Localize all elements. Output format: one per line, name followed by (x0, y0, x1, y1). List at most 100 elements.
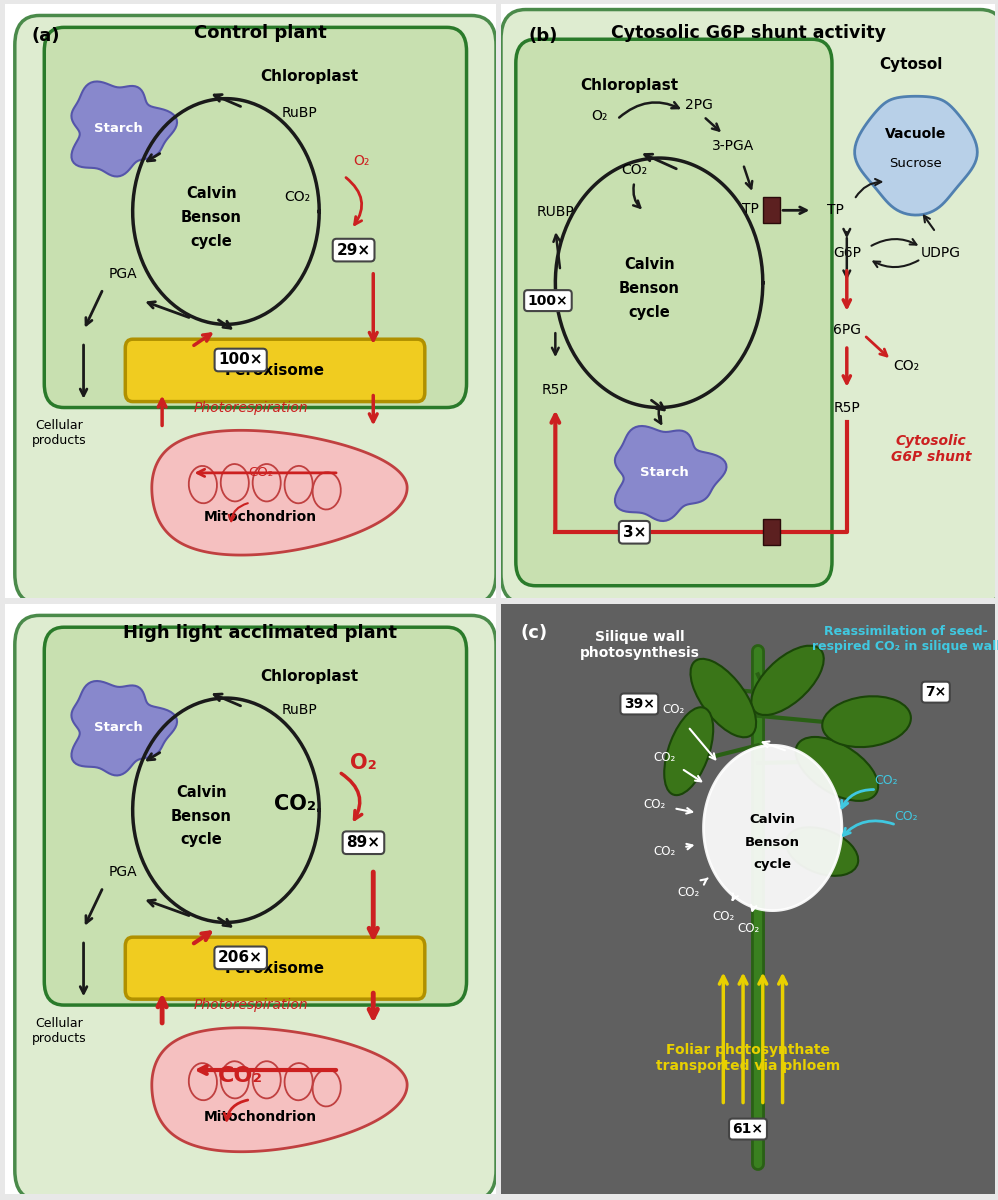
Text: CO₂: CO₂ (653, 845, 675, 858)
Text: CO₂: CO₂ (284, 190, 310, 204)
Text: Benson: Benson (181, 210, 242, 224)
Text: 2PG: 2PG (685, 97, 713, 112)
Text: (a): (a) (32, 28, 61, 46)
Text: Benson: Benson (746, 836, 800, 850)
Text: Calvin: Calvin (186, 186, 237, 202)
Text: CO₂: CO₂ (219, 1066, 263, 1086)
Text: CO₂: CO₂ (653, 751, 675, 763)
Text: 3-PGA: 3-PGA (712, 139, 754, 154)
Text: CO₂: CO₂ (893, 359, 919, 373)
Text: R5P: R5P (542, 383, 569, 397)
Text: High light acclimated plant: High light acclimated plant (124, 624, 397, 642)
Ellipse shape (751, 646, 823, 715)
FancyBboxPatch shape (15, 16, 496, 604)
Text: Starch: Starch (94, 122, 143, 134)
Text: CO₂: CO₂ (663, 703, 685, 716)
Polygon shape (854, 96, 977, 215)
FancyBboxPatch shape (126, 937, 425, 1000)
Polygon shape (72, 82, 177, 176)
Text: (b): (b) (528, 28, 558, 46)
Text: Mitochondrion: Mitochondrion (204, 510, 317, 524)
FancyBboxPatch shape (516, 40, 832, 586)
Text: Mitochondrion: Mitochondrion (204, 1110, 317, 1124)
FancyBboxPatch shape (44, 28, 466, 408)
Text: CO₂: CO₂ (894, 810, 918, 823)
Text: Vacuole: Vacuole (885, 127, 947, 142)
Text: Benson: Benson (619, 281, 680, 296)
Text: Sucrose: Sucrose (889, 157, 942, 170)
Text: Cytosolic G6P shunt activity: Cytosolic G6P shunt activity (611, 24, 885, 42)
Polygon shape (615, 426, 727, 521)
Text: CO₂: CO₂ (643, 798, 666, 811)
Text: Photorespiration: Photorespiration (194, 401, 307, 414)
FancyBboxPatch shape (486, 586, 998, 1200)
Text: RUBP: RUBP (537, 204, 574, 218)
Text: O₂: O₂ (350, 754, 377, 773)
Text: TP: TP (827, 203, 844, 217)
Text: 100×: 100× (528, 294, 568, 307)
Polygon shape (152, 1027, 407, 1152)
Text: O₂: O₂ (352, 154, 369, 168)
Ellipse shape (786, 827, 858, 876)
Text: PGA: PGA (109, 865, 137, 880)
Text: 206×: 206× (219, 950, 263, 965)
Text: Silique wall
photosynthesis: Silique wall photosynthesis (580, 630, 700, 660)
FancyBboxPatch shape (15, 616, 496, 1200)
Text: Calvin: Calvin (176, 785, 227, 800)
FancyBboxPatch shape (126, 340, 425, 402)
Text: 100×: 100× (219, 353, 262, 367)
Text: 61×: 61× (733, 1122, 763, 1136)
Text: Cellular
products: Cellular products (32, 1016, 86, 1045)
Text: Chloroplast: Chloroplast (580, 78, 679, 92)
Text: cycle: cycle (753, 858, 791, 871)
Text: Chloroplast: Chloroplast (260, 668, 358, 684)
Text: TP: TP (743, 202, 758, 216)
Polygon shape (704, 745, 842, 911)
Text: CO₂: CO₂ (273, 794, 315, 815)
Text: Cytosol: Cytosol (879, 58, 943, 72)
FancyBboxPatch shape (501, 10, 998, 604)
FancyBboxPatch shape (0, 586, 511, 1200)
Text: Peroxisome: Peroxisome (225, 364, 325, 378)
Text: Control plant: Control plant (194, 24, 326, 42)
Bar (762, 518, 780, 545)
Text: 7×: 7× (925, 685, 946, 700)
Ellipse shape (822, 696, 911, 748)
Text: (c): (c) (521, 624, 548, 642)
FancyBboxPatch shape (0, 0, 511, 616)
Text: 89×: 89× (346, 835, 380, 851)
Text: CO₂: CO₂ (874, 774, 898, 787)
Text: 39×: 39× (624, 697, 655, 710)
Text: CO₂: CO₂ (248, 467, 272, 479)
Ellipse shape (665, 707, 714, 796)
Text: CO₂: CO₂ (737, 922, 759, 935)
Text: 29×: 29× (336, 242, 370, 258)
Text: UDPG: UDPG (921, 246, 961, 260)
Text: CO₂: CO₂ (678, 887, 700, 899)
Text: CO₂: CO₂ (713, 910, 735, 923)
Text: O₂: O₂ (592, 109, 608, 124)
Text: RuBP: RuBP (281, 703, 317, 716)
Text: Calvin: Calvin (749, 812, 795, 826)
Text: CO₂: CO₂ (622, 163, 648, 176)
Text: Starch: Starch (640, 467, 689, 479)
Bar (762, 197, 780, 223)
Text: Benson: Benson (171, 809, 232, 823)
Polygon shape (72, 682, 177, 775)
Text: Photorespiration: Photorespiration (194, 998, 307, 1012)
Text: Reassimilation of seed-
respired CO₂ in silique wall: Reassimilation of seed- respired CO₂ in … (812, 625, 998, 653)
Text: RuBP: RuBP (281, 107, 317, 120)
FancyBboxPatch shape (486, 0, 998, 616)
Text: R5P: R5P (833, 401, 860, 414)
Text: cycle: cycle (629, 305, 670, 320)
Ellipse shape (795, 737, 878, 800)
Text: Starch: Starch (94, 721, 143, 734)
Text: cycle: cycle (191, 234, 233, 248)
Text: Foliar photosynthate
transported via phloem: Foliar photosynthate transported via phl… (656, 1043, 840, 1073)
Text: PGA: PGA (109, 266, 137, 281)
Text: 6PG: 6PG (832, 323, 861, 337)
Text: Cellular
products: Cellular products (32, 419, 86, 448)
Text: Peroxisome: Peroxisome (225, 961, 325, 976)
Text: Cytosolic
G6P shunt: Cytosolic G6P shunt (890, 434, 971, 464)
FancyBboxPatch shape (44, 628, 466, 1006)
